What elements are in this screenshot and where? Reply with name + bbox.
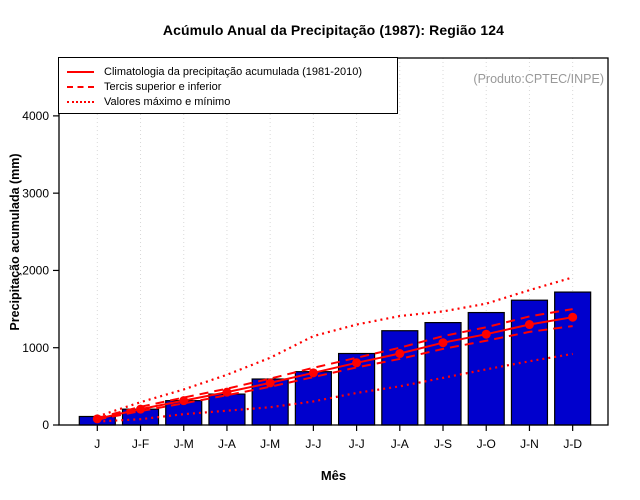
climatologia-point — [265, 378, 275, 388]
y-tick-label: 1000 — [22, 341, 49, 355]
y-tick-label: 3000 — [22, 186, 49, 200]
legend-item-tercis: Tercis superior e inferior — [67, 79, 397, 94]
bar-J-J — [294, 371, 332, 426]
legend-box: Climatologia da precipitação acumulada (… — [58, 57, 398, 114]
product-annotation: (Produto:CPTEC/INPE) — [473, 72, 604, 86]
line-maximo — [96, 276, 573, 418]
x-tick-label: J-M — [260, 437, 280, 451]
climatologia-point — [179, 396, 189, 406]
legend-item-climatologia: Climatologia da precipitação acumulada (… — [67, 64, 397, 79]
solid-line-icon — [67, 70, 94, 73]
x-tick-label: J-S — [434, 437, 452, 451]
x-tick-label: J-A — [218, 437, 236, 451]
line-minimo — [97, 352, 573, 423]
bar-J-A — [208, 393, 246, 426]
x-tick-label: J-J — [305, 437, 321, 451]
bar-J-D — [554, 291, 592, 426]
y-tick-label: 4000 — [22, 109, 49, 123]
climatologia-point — [352, 358, 362, 368]
bar-J-N — [510, 299, 549, 426]
legend-label: Tercis superior e inferior — [104, 80, 222, 93]
x-tick-label: J-M — [174, 437, 194, 451]
x-tick-label: J-O — [477, 437, 496, 451]
x-tick-label: J-N — [520, 437, 539, 451]
climatologia-point — [438, 338, 448, 348]
line-climatologia — [97, 316, 573, 420]
legend-item-max-min: Valores máximo e mínimo — [67, 94, 397, 109]
climatologia-point — [395, 349, 405, 359]
x-tick-label: J-J — [349, 437, 365, 451]
climatologia-point — [136, 404, 146, 414]
x-tick-label: J-F — [132, 437, 149, 451]
climatologia-point — [92, 414, 102, 424]
climatologia-point — [308, 368, 318, 378]
line-tercil-inferior — [97, 325, 573, 421]
legend-label: Climatologia da precipitação acumulada (… — [104, 65, 363, 78]
bar-J-A — [381, 330, 419, 426]
climatologia-point — [222, 387, 232, 397]
y-axis-title: Precipitação acumulada (mm) — [8, 153, 22, 331]
climatologia-point — [524, 320, 534, 330]
climatologia-point — [481, 329, 491, 339]
bar-J-O — [467, 311, 505, 426]
y-tick-label: 2000 — [22, 264, 49, 278]
x-tick-label: J — [94, 437, 100, 451]
climatologia-point — [568, 312, 578, 322]
dotted-line-icon — [67, 100, 94, 103]
x-axis-title: Mês — [320, 468, 347, 483]
line-tercil-superior — [97, 308, 573, 420]
x-tick-label: J-D — [563, 437, 582, 451]
x-tick-label: J-A — [391, 437, 409, 451]
legend-label: Valores máximo e mínimo — [104, 95, 231, 108]
bar-J-S — [424, 322, 462, 426]
chart-title: Acúmulo Anual da Precipitação (1987): Re… — [162, 22, 505, 38]
y-tick-label: 0 — [42, 418, 49, 432]
dashed-line-icon — [67, 85, 94, 88]
